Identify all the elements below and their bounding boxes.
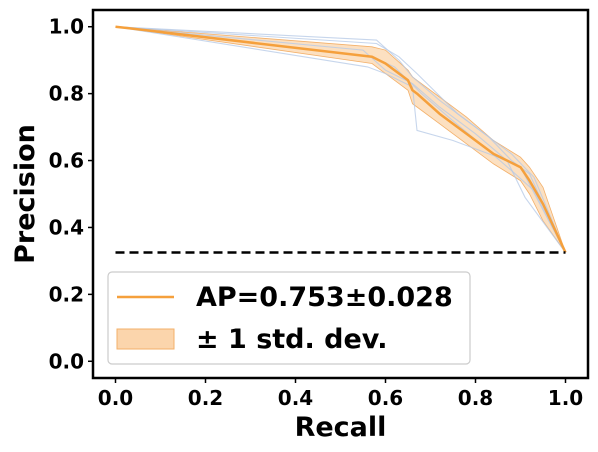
fold-curves-layer bbox=[115, 26, 567, 253]
fold-curve-2 bbox=[115, 26, 566, 253]
y-tick-label: 0.0 bbox=[49, 349, 84, 373]
mean-pr-curve bbox=[115, 25, 567, 254]
fold-curve-4 bbox=[115, 26, 566, 253]
std-band-area bbox=[115, 26, 566, 253]
fold-curve-1 bbox=[115, 26, 567, 253]
mean-curve-layer bbox=[115, 25, 567, 254]
x-tick-label: 0.0 bbox=[98, 386, 133, 410]
legend-band-swatch bbox=[116, 328, 175, 350]
x-axis-label: Recall bbox=[295, 412, 387, 443]
legend-label-std: ± 1 std. dev. bbox=[196, 324, 387, 355]
legend-label-mean: AP=0.753±0.028 bbox=[196, 282, 453, 313]
fold-curve-5 bbox=[115, 26, 567, 253]
fold-curve-3 bbox=[115, 26, 566, 253]
y-tick-label: 0.6 bbox=[49, 149, 84, 173]
y-axis-ticks: 0.0 0.2 0.4 0.6 0.8 1.0 bbox=[49, 15, 93, 373]
x-tick-label: 1.0 bbox=[548, 386, 583, 410]
x-tick-label: 0.8 bbox=[458, 386, 493, 410]
x-axis-ticks: 0.0 0.2 0.4 0.6 0.8 1.0 bbox=[98, 378, 583, 410]
std-band-layer bbox=[115, 26, 566, 253]
legend-box bbox=[107, 271, 471, 365]
plot-frame bbox=[91, 8, 590, 380]
y-tick-label: 0.8 bbox=[49, 82, 84, 106]
x-tick-label: 0.2 bbox=[188, 386, 223, 410]
y-tick-label: 0.4 bbox=[49, 215, 84, 239]
x-tick-label: 0.4 bbox=[278, 386, 313, 410]
y-tick-label: 1.0 bbox=[49, 15, 84, 39]
x-tick-label: 0.6 bbox=[368, 386, 403, 410]
y-axis-label: Precision bbox=[10, 124, 41, 264]
legend: AP=0.753±0.028 ± 1 std. dev. bbox=[107, 271, 471, 365]
y-tick-label: 0.2 bbox=[49, 282, 84, 306]
